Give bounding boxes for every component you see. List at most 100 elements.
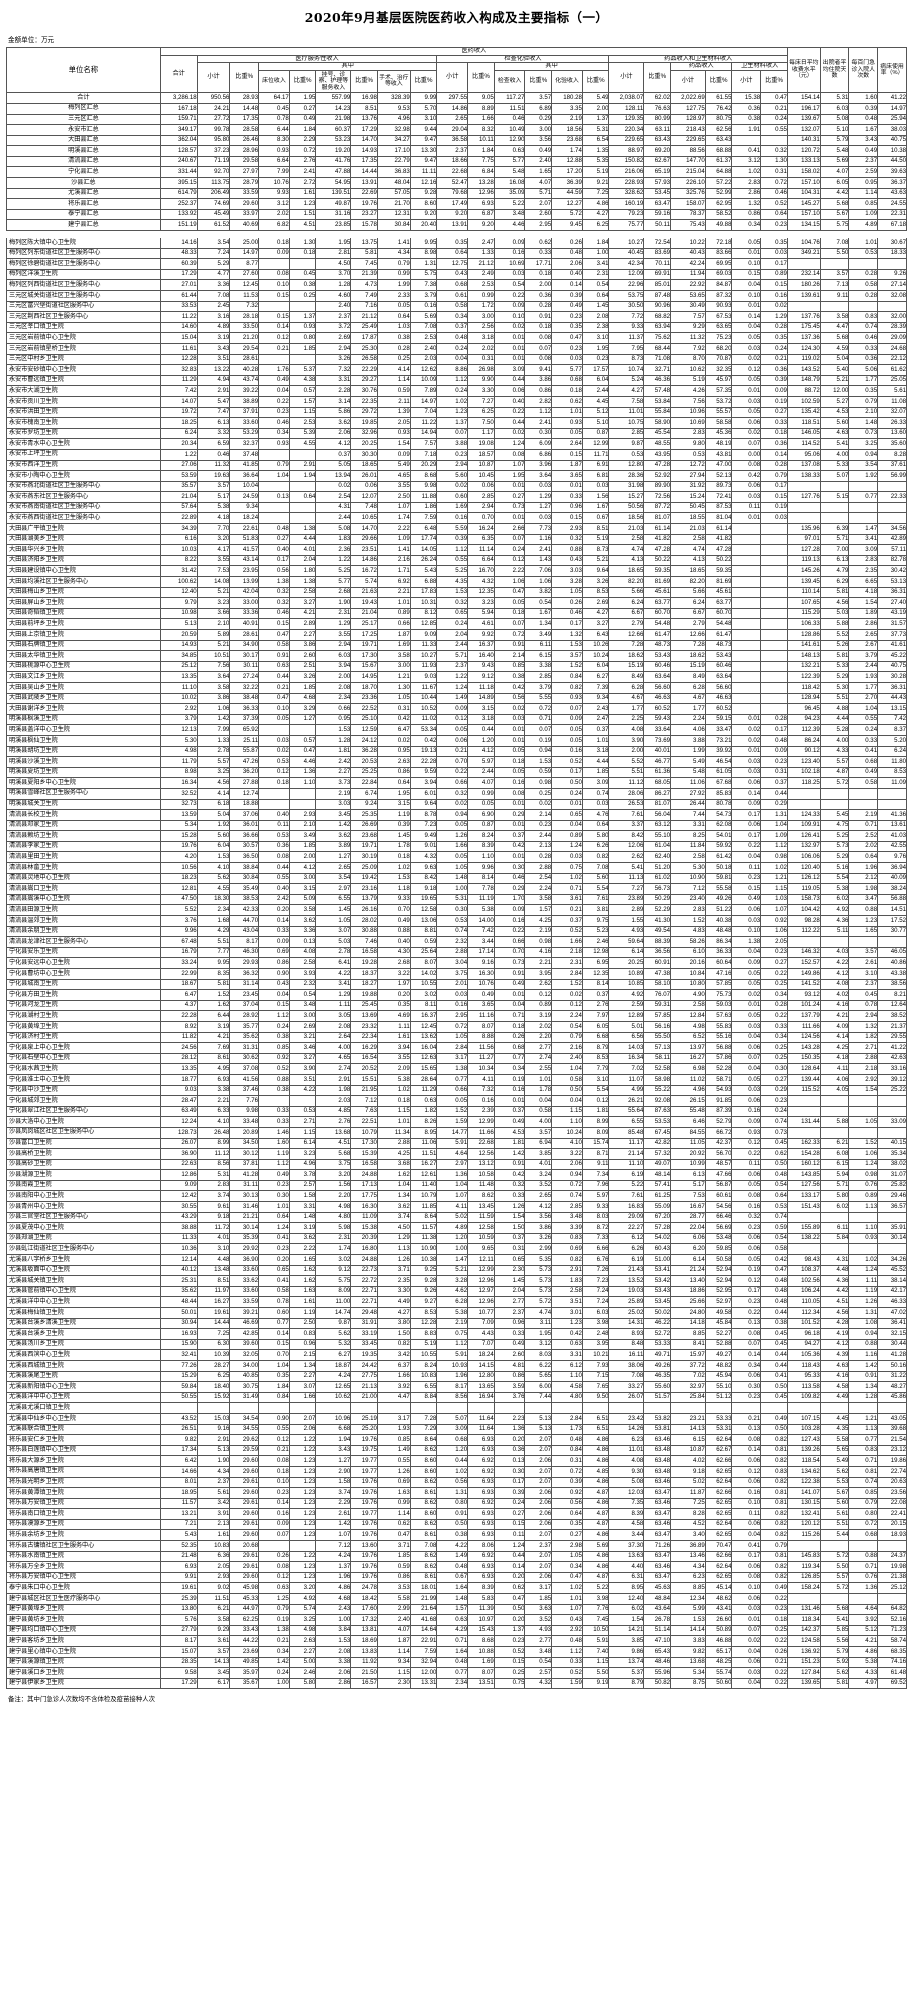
table-row[interactable]: 清流县嵩溪中心卫生院 47.50 18.30 38.53 2.42 5.09 6.55 13.… — [6, 893, 907, 906]
table-row[interactable]: 明溪县沙溪卫生院 11.79 5.57 47.26 0.53 4.46 2.42 20.53 2… — [6, 756, 907, 768]
table-row[interactable]: 尤溪县台溪乡清溪卫生院 30.94 14.44 46.69 0.77 2.50 9.87 31… — [6, 1317, 907, 1330]
table-row[interactable]: 宁化县石壁中心卫生院 28.12 8.61 30.62 0.92 3.27 4.65 16.5… — [6, 1052, 907, 1065]
table-row[interactable]: 宁化县淮土中心卫生院 18.77 6.93 41.56 0.88 3.51 2.91 15.5… — [6, 1073, 907, 1086]
table-row[interactable]: 大田县华兴乡卫生院 10.03 4.17 41.57 0.40 4.01 2.36 23.51… — [6, 544, 907, 556]
table-row[interactable]: 建宁县黄坊乡卫生院 5.76 3.58 62.25 0.19 3.25 1.00 17.32 2… — [6, 1614, 907, 1626]
table-row[interactable]: 将乐县万安镇中心卫生院 9.91 2.93 29.60 0.12 1.23 1.96 19.7… — [6, 1571, 907, 1584]
table-row[interactable]: 清流县里田卫生院 4.20 1.53 36.50 0.08 2.00 1.27 30.19 0.… — [6, 851, 907, 864]
table-row[interactable]: 将乐县漠源乡卫生院 7.21 2.13 29.61 0.09 1.23 1.42 19.76 0… — [6, 1518, 907, 1531]
table-row[interactable]: 永安市青水中心卫生院 20.34 6.59 32.37 0.93 4.55 4.12 20.2… — [6, 438, 907, 450]
table-row[interactable]: 大田县文江乡卫生院 13.35 3.64 27.24 0.44 3.26 2.00 14.95… — [6, 671, 907, 683]
table-row[interactable]: 大田县奇韬镇卫生院 10.98 3.66 33.36 0.46 4.21 2.31 21.04… — [6, 607, 907, 620]
table-row[interactable]: 建宁县里心镇中心卫生院 15.07 3.57 23.69 0.34 2.27 2.08 13.… — [6, 1646, 907, 1658]
table-row[interactable]: 尤溪县西滨中心卫生院 32.41 10.39 32.05 0.70 2.15 6.27 19.… — [6, 1349, 907, 1361]
table-row[interactable]: 三元区岩前镇星桥卫生院 11.61 3.43 29.54 0.21 1.85 2.94 25.… — [6, 343, 907, 355]
table-row[interactable]: 尤溪县汇总 614.79 206.49 33.59 9.93 1.61 139.51 22.6… — [6, 187, 907, 200]
table-row[interactable]: 梅列区列东街道社区卫生服务中心 48.33 7.24 14.97 0.09 0.18 2.8… — [6, 247, 907, 260]
table-row[interactable]: 建宁县伊家乡卫生院 17.29 6.17 35.67 1.00 5.80 2.86 16.57… — [6, 1677, 907, 1690]
table-row[interactable]: 永安市燕北街道社区卫生服务中心 35.57 3.57 10.04 0.02 0.06 3.5… — [6, 480, 907, 493]
table-row[interactable]: 永安市上坪卫生院 1.22 0.46 37.48 0.37 30.30 0.09 7.18 0.… — [6, 448, 907, 461]
table-row[interactable]: 梅列区洋溪卫生院 17.29 4.77 27.60 0.08 0.45 3.70 21.39 0… — [6, 268, 907, 281]
table-row[interactable]: 永安市槐南卫生院 18.25 6.13 33.60 0.46 2.53 3.62 19.85 2… — [6, 417, 907, 429]
table-row[interactable]: 清流县邓家卫生院 5.34 1.92 36.01 0.11 2.10 1.42 26.69 0.… — [6, 819, 907, 832]
table-row[interactable]: 大田县前坪乡卫生院 5.13 2.10 40.91 0.15 2.89 1.29 25.17 0… — [6, 618, 907, 630]
table-row[interactable]: 清流县汇总 240.67 71.19 29.58 6.64 2.76 41.76 17.35 2… — [6, 155, 907, 168]
table-row[interactable]: 清流县余朋卫生院 9.96 4.29 43.04 0.33 3.36 3.07 30.88 0.… — [6, 925, 907, 938]
table-row[interactable]: 大田县济阳乡卫生院 8.22 3.55 43.14 0.17 2.04 1.22 14.86 2… — [6, 554, 907, 567]
table-row[interactable]: 宁化县安远中心卫生院 33.24 9.95 29.93 0.86 2.58 6.41 19.2… — [6, 957, 907, 969]
table-row[interactable]: 清流县长校卫生院 13.59 5.04 37.06 0.40 2.93 3.45 25.35 1… — [6, 809, 907, 821]
table-row[interactable]: 沙县虬江街道社区卫生服务中心 10.36 3.10 29.92 0.23 2.22 1.74… — [6, 1243, 907, 1256]
table-row[interactable]: 三元区城关街道社区卫生服务中心 61.44 7.08 11.53 0.15 0.25 4.6… — [6, 290, 907, 302]
table-row[interactable]: 梅列区陈大镇中心卫生院 14.16 3.54 25.00 0.18 1.30 1.95 13.… — [6, 237, 907, 249]
table-row[interactable]: 清流县龙津社区卫生服务中心 67.48 5.51 8.17 0.09 0.13 5.03 7.… — [6, 936, 907, 948]
table-row[interactable]: 沙县富口卫生院 26.07 8.99 34.50 1.60 6.14 4.51 17.30 2.… — [6, 1137, 907, 1150]
table-row[interactable]: 宁化县安乐卫生院 16.79 7.77 46.30 0.69 4.08 2.78 16.58 4… — [6, 946, 907, 959]
table-row[interactable]: 建宁县溪口乡卫生院 9.58 3.45 35.97 0.24 2.46 2.06 21.50 1… — [6, 1667, 907, 1679]
table-row[interactable]: 尤溪县溪尾卫生院 15.29 6.25 40.85 0.35 2.27 4.24 27.75 1… — [6, 1370, 907, 1383]
table-row[interactable]: 明溪县枫溪卫生院 3.79 1.42 37.39 0.05 1.27 0.95 25.10 0.… — [6, 713, 907, 726]
table-row[interactable]: 明溪县盖洋中心卫生院 12.13 7.99 65.92 1.53 12.59 6.47 53.… — [6, 724, 907, 736]
table-row[interactable]: 将乐县古镛镇社区卫生服务中心 52.35 10.83 20.68 7.12 13.60 3.… — [6, 1540, 907, 1552]
table-row[interactable]: 沙县高桥卫生院 36.90 11.12 30.12 1.19 3.23 5.68 15.39 4… — [6, 1148, 907, 1160]
table-row[interactable]: 大田县广平镇卫生院 34.39 7.70 22.61 0.48 1.38 5.08 14.70… — [6, 523, 907, 535]
table-row[interactable]: 建宁县黄埠乡卫生院 13.80 6.21 44.97 0.79 5.74 2.43 17.60… — [6, 1603, 907, 1616]
table-row[interactable]: 将乐县余坊乡卫生院 5.43 1.61 29.60 0.07 1.23 1.07 19.76 0… — [6, 1529, 907, 1542]
table-row[interactable]: 将乐县安仁乡卫生院 9.82 2.91 29.62 0.12 1.22 1.94 19.76 0… — [6, 1434, 907, 1446]
table-row[interactable]: 尤溪县梅仙镇卫生院 50.01 19.61 39.21 0.60 1.19 14.74 29.… — [6, 1307, 907, 1319]
table-row[interactable]: 沙县凤岗城区社区卫生服务中心 128.73 26.48 20.89 1.46 1.15 13… — [6, 1126, 907, 1139]
table-row[interactable]: 三元区汇总 159.71 27.72 17.35 0.78 0.49 21.98 13.76 4… — [6, 113, 907, 126]
table-row[interactable]: 宁化县泉上中心卫生院 24.56 7.69 31.31 0.85 3.46 4.00 16.2… — [6, 1042, 907, 1054]
table-row[interactable]: 尤溪县城关镇卫生院 25.31 8.51 33.62 0.41 1.62 5.75 22.72… — [6, 1275, 907, 1287]
table-row[interactable]: 沙县高砂卫生院 22.63 8.56 37.81 1.12 4.96 3.75 16.58 3.… — [6, 1158, 907, 1171]
table-row[interactable]: 清流县温郊卫生院 3.76 1.68 44.70 0.14 3.62 1.05 28.02 0.… — [6, 915, 907, 927]
table-row[interactable]: 清流县嵩口卫生院 12.81 4.55 35.49 0.40 3.15 2.97 23.16 1… — [6, 883, 907, 895]
table-row[interactable]: 永安市曹远镇卫生院 11.29 4.94 43.74 0.49 4.38 3.31 29.27… — [6, 374, 907, 387]
table-row[interactable]: 泰宁县汇总 133.92 45.49 33.97 2.02 1.51 31.16 23.27 1… — [6, 208, 907, 221]
table-row[interactable]: 宁化县城郊卫生院 28.47 2.21 7.76 2.03 7.12 0.18 0.63 0.0… — [6, 1095, 907, 1107]
table-row[interactable]: 建宁县汇总 151.19 61.52 40.69 6.82 4.51 23.85 15.78 3… — [6, 219, 907, 232]
table-row[interactable]: 将乐县万全乡卫生院 6.93 2.05 29.61 0.08 1.23 1.37 19.76 0… — [6, 1561, 907, 1573]
table-row[interactable]: 明溪县汇总 128.57 37.23 28.96 0.93 0.72 19.20 14.93 1… — [6, 145, 907, 157]
table-row[interactable]: 宁化县城南卫生院 18.67 5.81 31.14 0.43 2.32 3.41 18.27 1… — [6, 978, 907, 991]
table-row[interactable]: 将乐县汇总 252.37 74.69 29.60 3.12 1.23 49.87 19.76 2… — [6, 198, 907, 210]
table-row[interactable]: 尤溪县洋中中心卫生院 50.55 15.92 31.49 0.84 1.66 10.62 21… — [6, 1391, 907, 1404]
table-row[interactable]: 明溪县城关卫生院 32.73 6.18 18.88 3.03 9.24 3.15 9.64 0.… — [6, 798, 907, 811]
table-row[interactable]: 沙县湖源卫生院 12.86 5.31 41.28 0.49 3.78 3.20 24.88 1.… — [6, 1169, 907, 1181]
table-row[interactable]: 永安市燕西街道社区卫生服务中心 22.89 4.18 18.24 2.44 10.65 1.… — [6, 512, 907, 525]
table-row[interactable]: 尤溪县台溪乡卫生院 16.93 7.25 42.85 0.14 0.83 5.62 33.19… — [6, 1328, 907, 1340]
table-row[interactable]: 将乐县万安镇卫生院 11.57 3.42 29.61 0.14 1.23 2.29 19.76… — [6, 1497, 907, 1510]
table-row[interactable]: 三元区富兴堡街道社区服务中心 33.53 2.45 7.32 2.40 7.16 0.05 0… — [6, 300, 907, 313]
table-row[interactable]: 永安市小陶中心卫生院 53.59 19.63 36.64 1.04 1.94 13.94 26… — [6, 470, 907, 482]
table-row[interactable]: 大田县梅山乡卫生院 12.40 5.21 42.04 0.32 2.58 2.68 21.63… — [6, 586, 907, 599]
table-row[interactable]: 明溪县夏阳乡中心卫生院 16.34 4.56 27.88 0.18 1.10 3.73 22.… — [6, 777, 907, 789]
table-row[interactable]: 将乐县水南镇卫生院 21.48 6.36 29.61 0.26 1.22 4.24 19.76… — [6, 1550, 907, 1563]
table-row[interactable]: 永安市燕东社区卫生服务中心 21.04 5.17 24.59 0.13 0.64 2.54 1… — [6, 491, 907, 503]
table-row[interactable]: 大田县石牌镇卫生院 14.93 5.21 34.90 0.58 3.86 2.94 19.71… — [6, 639, 907, 652]
table-row[interactable]: 清流县林畲卫生院 10.56 4.10 38.84 0.44 4.12 2.65 25.09 1… — [6, 862, 907, 874]
table-row[interactable]: 宁化县汇总 331.44 92.70 27.97 7.99 2.41 47.88 14.44 3… — [6, 166, 907, 179]
table-row[interactable]: 将乐县光明乡卫生院 8.01 2.37 29.61 0.10 1.23 1.58 19.76 0… — [6, 1476, 907, 1489]
table-row[interactable]: 明溪县雪峰社区卫生服务中心 32.52 4.14 12.74 2.19 6.74 1.95 6… — [6, 787, 907, 800]
table-row[interactable]: 大田县谢洋乡卫生院 2.92 1.06 36.33 0.10 3.29 0.66 22.52 0… — [6, 703, 907, 715]
table-row[interactable]: 永安市安砂镇中心卫生院 32.83 13.22 40.28 1.76 5.37 7.32 22… — [6, 364, 907, 376]
table-row[interactable]: 明溪县夏坊卫生院 8.98 3.25 36.20 0.12 1.36 2.27 25.25 0.… — [6, 766, 907, 779]
table-row[interactable]: 宁化县黄埠卫生院 8.92 3.19 35.77 0.24 2.69 2.08 23.32 1.… — [6, 1021, 907, 1033]
table-row[interactable]: 三元区岩前镇中心卫生院 15.04 3.19 21.20 0.12 0.80 2.69 17.… — [6, 332, 907, 344]
table-row[interactable]: 尤溪县汤川乡卫生院 15.90 6.30 39.60 0.15 0.96 5.32 33.45… — [6, 1338, 907, 1351]
table-row[interactable]: 宁化县河龙卫生院 4.37 1.62 37.04 0.15 3.48 1.11 25.45 0.… — [6, 999, 907, 1012]
table-row[interactable]: 明溪县枫仙卫生院 5.30 1.33 25.11 0.03 0.57 1.28 24.12 0.… — [6, 734, 907, 747]
table-row[interactable]: 建宁县溪源镇卫生院 28.35 14.13 49.85 1.42 5.00 3.38 11.9… — [6, 1656, 907, 1669]
table-row[interactable]: 大田县武陵乡卫生院 10.02 3.86 38.48 0.47 4.68 2.34 23.36… — [6, 692, 907, 705]
table-row[interactable]: 明溪县胡坊卫生院 4.98 2.78 55.87 0.02 0.47 1.81 36.28 0.… — [6, 745, 907, 758]
table-row[interactable]: 永安市大湖卫生院 7.42 2.91 39.22 0.04 0.57 2.28 30.76 0.… — [6, 385, 907, 397]
table-row[interactable]: 将乐县大源乡卫生院 6.42 1.90 29.60 0.08 1.23 1.27 19.77 0… — [6, 1455, 907, 1467]
table-row[interactable]: 梅列区汇总 167.18 24.21 14.48 0.45 0.27 14.23 8.51 9.… — [6, 102, 907, 115]
table-row[interactable]: 沙县夏茂中心卫生院 38.88 11.72 30.14 1.24 3.19 5.98 15.3… — [6, 1222, 907, 1234]
table-row[interactable]: 大田县桃源中心卫生院 25.12 7.56 30.11 0.63 2.51 3.94 15.6… — [6, 660, 907, 673]
table-row[interactable]: 尤溪县新阳镇中心卫生院 59.84 18.40 30.75 1.84 3.07 12.65 2… — [6, 1381, 907, 1393]
table-row[interactable]: 三元区莘口镇卫生院 14.60 4.89 33.50 0.14 0.93 3.72 25.49… — [6, 321, 907, 334]
table-row[interactable]: 将乐县黄潭镇卫生院 18.95 5.61 29.60 0.23 1.23 3.74 19.76… — [6, 1487, 907, 1499]
table-row[interactable]: 永安市洪田卫生院 19.72 7.47 37.91 0.23 1.15 5.86 29.72 1… — [6, 406, 907, 419]
table-row[interactable]: 宁化县方田卫生院 6.47 1.52 23.45 0.04 0.54 1.29 19.88 0.… — [6, 989, 907, 1001]
